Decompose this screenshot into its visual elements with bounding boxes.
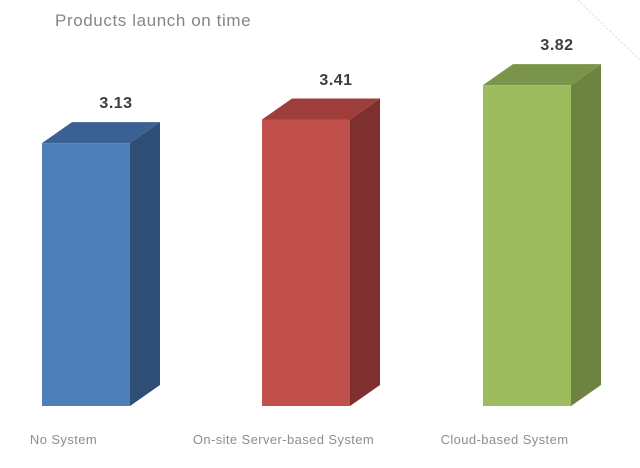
bar-side-onsite-server: [350, 98, 380, 406]
category-label-cloud-based: Cloud-based System: [440, 432, 569, 447]
bar-front-cloud-based: [483, 85, 571, 407]
perspective-guide-line: [577, 0, 640, 61]
chart-title: Products launch on time: [55, 11, 252, 30]
bar-top-onsite-server: [262, 98, 380, 120]
bar-front-no-system: [42, 143, 130, 406]
bar-side-cloud-based: [571, 64, 601, 407]
category-label-onsite-server: On-site Server-based System: [192, 432, 375, 447]
bar-top-cloud-based: [483, 64, 601, 86]
bar-side-no-system: [130, 122, 160, 406]
category-label-no-system: No System: [29, 432, 98, 447]
value-label-onsite-server: 3.41: [319, 71, 353, 89]
value-label-no-system: 3.13: [99, 95, 133, 113]
bar-front-onsite-server: [262, 119, 350, 406]
value-label-cloud-based: 3.82: [540, 37, 574, 55]
bar-top-no-system: [42, 122, 160, 144]
